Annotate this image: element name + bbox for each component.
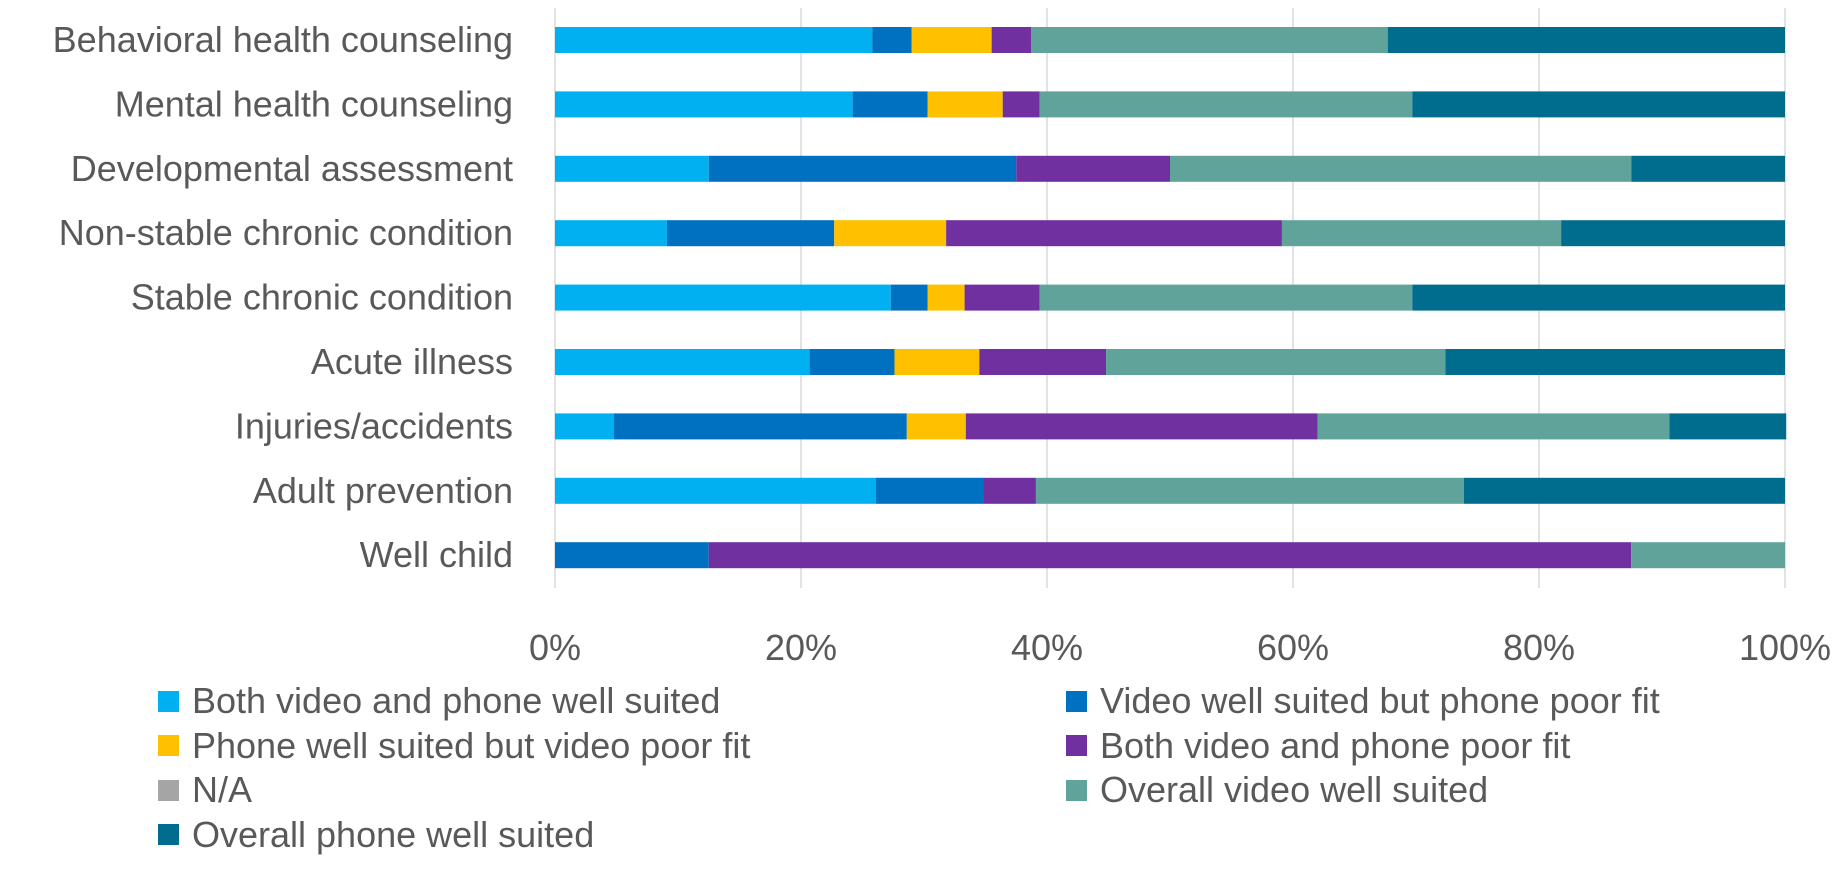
bar-non-stable-chronic-condition-phone-well-suited-but-video-poor-fit <box>834 220 947 247</box>
x-tick-label: 0% <box>529 627 581 668</box>
bar-developmental-assessment-overall-video-well-suited <box>1170 155 1632 182</box>
bar-stable-chronic-condition-video-well-suited-but-phone-poor-fit <box>890 284 928 311</box>
bar-injuries-accidents-both-video-and-phone-poor-fit <box>965 413 1318 440</box>
x-tick-label: 80% <box>1503 627 1575 668</box>
bar-mental-health-counseling-both-video-and-phone-well-suited <box>555 91 853 118</box>
bar-injuries-accidents-overall-video-well-suited <box>1317 413 1670 440</box>
bar-well-child-both-video-and-phone-poor-fit <box>708 542 1632 569</box>
bar-adult-prevention-both-video-and-phone-poor-fit <box>983 477 1036 504</box>
x-tick-label: 60% <box>1257 627 1329 668</box>
bar-developmental-assessment-both-video-and-phone-well-suited <box>555 155 709 182</box>
bar-developmental-assessment-overall-phone-well-suited <box>1631 155 1785 182</box>
legend-label: Both video and phone poor fit <box>1100 724 1571 766</box>
legend-label: Overall phone well suited <box>192 813 595 855</box>
x-tick-label: 20% <box>765 627 837 668</box>
bar-acute-illness-video-well-suited-but-phone-poor-fit <box>809 349 895 375</box>
category-label: Well child <box>360 534 513 575</box>
bar-behavioral-health-counseling-phone-well-suited-but-video-poor-fit <box>911 27 992 53</box>
bar-mental-health-counseling-overall-phone-well-suited <box>1412 91 1785 118</box>
legend-item-both-video-and-phone-poor-fit: Both video and phone poor fit <box>1066 725 1570 767</box>
bar-adult-prevention-overall-video-well-suited <box>1035 477 1464 504</box>
legend-item-overall-phone-well-suited: Overall phone well suited <box>158 814 594 856</box>
bar-mental-health-counseling-video-well-suited-but-phone-poor-fit <box>852 91 928 118</box>
bar-acute-illness-overall-phone-well-suited <box>1445 349 1785 375</box>
bar-non-stable-chronic-condition-overall-phone-well-suited <box>1561 220 1785 247</box>
category-label: Adult prevention <box>253 470 513 511</box>
bar-stable-chronic-condition-both-video-and-phone-poor-fit <box>964 284 1040 311</box>
category-label: Injuries/accidents <box>235 405 513 446</box>
legend-item-n-a: N/A <box>158 769 252 811</box>
category-label: Acute illness <box>311 341 513 382</box>
legend-label: Overall video well suited <box>1100 769 1489 810</box>
x-tick-label: 40% <box>1011 627 1083 668</box>
legend-swatch <box>1066 735 1087 756</box>
bar-adult-prevention-both-video-and-phone-well-suited <box>555 477 877 504</box>
bar-stable-chronic-condition-overall-phone-well-suited <box>1412 284 1785 311</box>
legend-item-overall-video-well-suited: Overall video well suited <box>1066 769 1488 811</box>
bar-well-child-video-well-suited-but-phone-poor-fit <box>555 542 709 569</box>
bar-stable-chronic-condition-both-video-and-phone-well-suited <box>555 284 891 311</box>
x-axis-tick-labels: 0% 20% 40% 60% 80% 100% <box>529 627 1831 668</box>
legend-label: Both video and phone well suited <box>192 680 721 721</box>
legend-swatch <box>158 735 179 756</box>
bar-behavioral-health-counseling-video-well-suited-but-phone-poor-fit <box>872 27 912 53</box>
category-label: Behavioral health counseling <box>53 19 513 60</box>
legend-swatch <box>158 779 179 801</box>
legend-swatch <box>1066 690 1087 712</box>
bar-acute-illness-both-video-and-phone-poor-fit <box>979 349 1107 375</box>
stacked-bar-chart: Behavioral health counseling Mental healt… <box>53 8 1831 668</box>
category-label: Developmental assessment <box>71 148 513 189</box>
bar-well-child-overall-video-well-suited <box>1631 542 1785 569</box>
bar-mental-health-counseling-phone-well-suited-but-video-poor-fit <box>927 91 1003 118</box>
legend-swatch <box>158 824 179 845</box>
bar-injuries-accidents-overall-phone-well-suited <box>1669 413 1787 440</box>
legend-swatch <box>158 690 179 712</box>
bar-stable-chronic-condition-phone-well-suited-but-video-poor-fit <box>927 284 965 311</box>
bar-non-stable-chronic-condition-overall-video-well-suited <box>1281 220 1562 247</box>
x-tick-label: 100% <box>1739 627 1831 668</box>
bar-mental-health-counseling-both-video-and-phone-poor-fit <box>1002 91 1040 118</box>
legend-label: Phone well suited but video poor fit <box>192 724 751 766</box>
legend-label: Video well suited but phone poor fit <box>1100 680 1660 721</box>
legend-label: N/A <box>192 769 253 810</box>
bar-adult-prevention-overall-phone-well-suited <box>1463 477 1785 504</box>
bar-injuries-accidents-both-video-and-phone-well-suited <box>555 413 615 440</box>
bar-behavioral-health-counseling-overall-phone-well-suited <box>1387 27 1785 53</box>
legend-item-video-well-suited-but-phone-poor-fit: Video well suited but phone poor fit <box>1066 680 1660 722</box>
bar-developmental-assessment-video-well-suited-but-phone-poor-fit <box>708 155 1017 182</box>
category-label: Stable chronic condition <box>131 277 513 318</box>
bar-non-stable-chronic-condition-both-video-and-phone-poor-fit <box>946 220 1282 247</box>
bar-behavioral-health-counseling-both-video-and-phone-poor-fit <box>991 27 1032 53</box>
bar-non-stable-chronic-condition-video-well-suited-but-phone-poor-fit <box>666 220 835 247</box>
legend-item-both-video-and-phone-well-suited: Both video and phone well suited <box>158 680 720 722</box>
bar-developmental-assessment-both-video-and-phone-poor-fit <box>1016 155 1170 182</box>
bar-injuries-accidents-video-well-suited-but-phone-poor-fit <box>614 413 907 440</box>
bars <box>555 27 1787 569</box>
bar-acute-illness-overall-video-well-suited <box>1106 349 1446 375</box>
category-label: Mental health counseling <box>115 83 513 124</box>
bar-behavioral-health-counseling-overall-video-well-suited <box>1031 27 1388 53</box>
bar-behavioral-health-counseling-both-video-and-phone-well-suited <box>555 27 873 53</box>
bar-acute-illness-phone-well-suited-but-video-poor-fit <box>894 349 980 375</box>
bar-acute-illness-both-video-and-phone-well-suited <box>555 349 810 375</box>
bar-mental-health-counseling-overall-video-well-suited <box>1039 91 1413 118</box>
bar-stable-chronic-condition-overall-video-well-suited <box>1039 284 1413 311</box>
legend-swatch <box>1066 779 1087 801</box>
category-labels: Behavioral health counseling Mental healt… <box>53 19 513 575</box>
bar-injuries-accidents-phone-well-suited-but-video-poor-fit <box>906 413 966 440</box>
bar-non-stable-chronic-condition-both-video-and-phone-well-suited <box>555 220 667 247</box>
legend-item-phone-well-suited-but-video-poor-fit: Phone well suited but video poor fit <box>158 725 750 767</box>
category-label: Non-stable chronic condition <box>59 212 513 253</box>
bar-adult-prevention-video-well-suited-but-phone-poor-fit <box>876 477 984 504</box>
